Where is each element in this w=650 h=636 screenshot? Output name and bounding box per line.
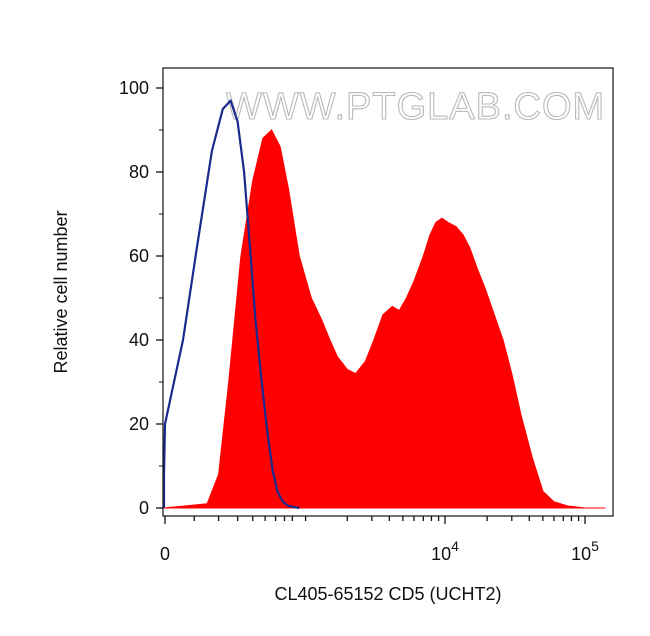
series-0-area [163, 129, 606, 509]
y-tick-label: 100 [119, 78, 149, 98]
y-tick-label: 40 [129, 330, 149, 350]
y-axis-title: Relative cell number [51, 210, 71, 373]
x-axis-title: CL405-65152 CD5 (UCHT2) [274, 584, 501, 604]
series-1-line [162, 99, 300, 510]
x-axis: 0 104 105 [160, 516, 599, 564]
y-tick-label: 20 [129, 414, 149, 434]
plot-frame [162, 67, 614, 517]
y-tick-label: 80 [129, 162, 149, 182]
watermark: WWW.PTGLAB.COM [226, 86, 605, 128]
x-tick-label: 105 [571, 538, 599, 564]
x-tick-label: 104 [431, 538, 459, 564]
y-tick-label: 60 [129, 246, 149, 266]
y-tick-label: 0 [139, 498, 149, 518]
series-layer [162, 99, 606, 510]
y-axis: 0 20 40 60 80 100 [119, 78, 163, 518]
x-tick-label: 0 [160, 544, 170, 564]
